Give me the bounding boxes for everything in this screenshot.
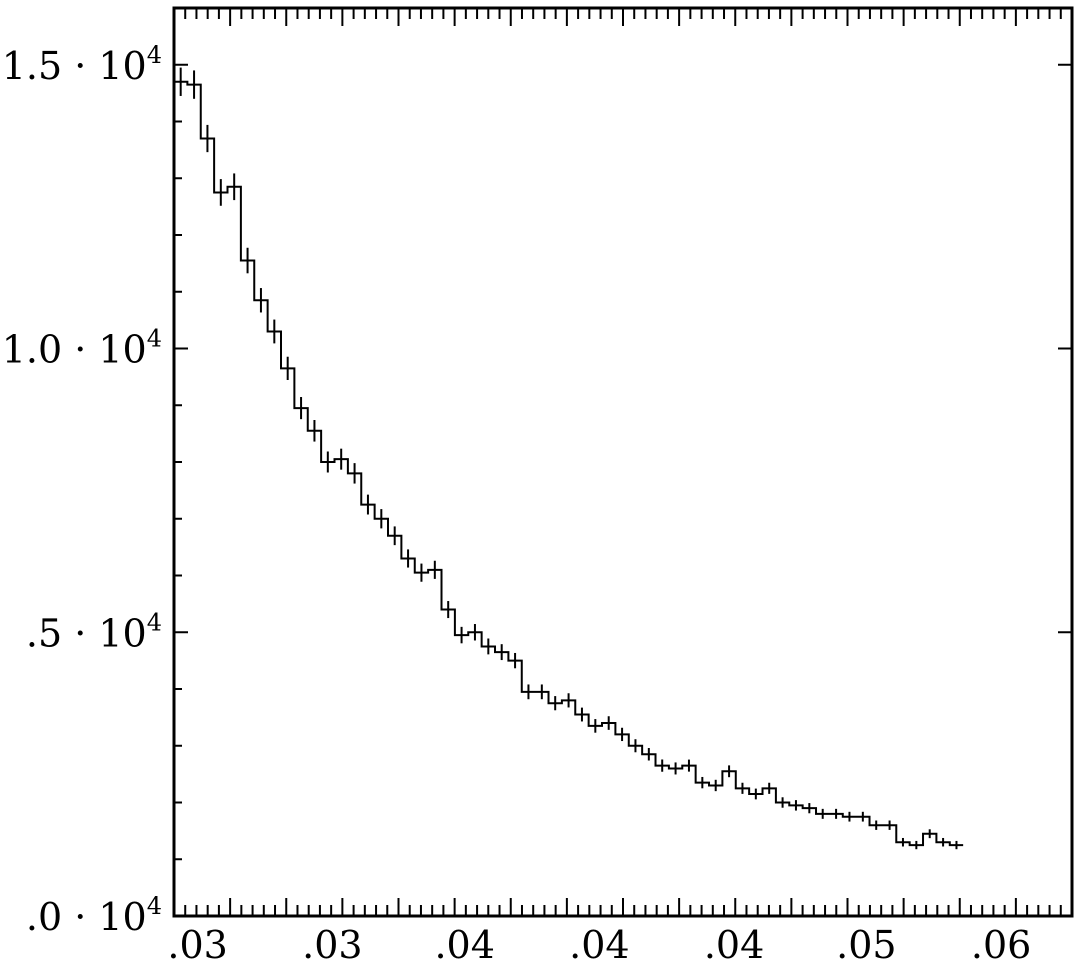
tick-labels: .03 .03 .04 .04 .04 .05 .06 .0 · 104 .5 · 104 1.0… [2,41,1032,967]
y-tick-label: .0 · 104 [26,892,162,939]
x-tick-label: .05 [836,923,896,967]
axis-ticks [173,7,1073,917]
x-tick-label: .04 [569,923,629,967]
x-tick-label: .03 [167,923,227,967]
plot-frame [172,6,1074,918]
y-tick-label: 1.5 · 104 [2,41,162,88]
x-tick-label: .04 [434,923,494,967]
histogram-series [174,80,964,847]
error-bars [179,67,958,850]
y-tick-label: .5 · 104 [26,608,162,655]
x-tick-label: .04 [704,923,764,967]
x-tick-label: .03 [302,923,362,967]
x-tick-label: .06 [971,923,1031,967]
y-tick-label: 1.0 · 104 [2,325,162,372]
